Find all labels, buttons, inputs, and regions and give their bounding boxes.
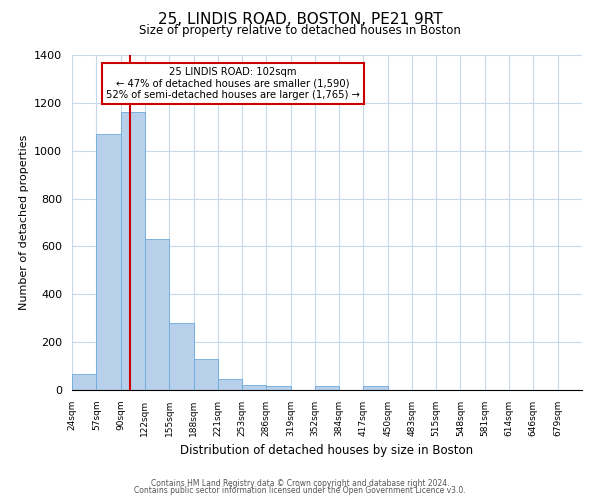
Text: 25, LINDIS ROAD, BOSTON, PE21 9RT: 25, LINDIS ROAD, BOSTON, PE21 9RT: [158, 12, 442, 28]
Bar: [72, 374, 97, 390]
Text: 25 LINDIS ROAD: 102sqm
← 47% of detached houses are smaller (1,590)
52% of semi-: 25 LINDIS ROAD: 102sqm ← 47% of detached…: [106, 66, 359, 100]
Y-axis label: Number of detached properties: Number of detached properties: [19, 135, 29, 310]
Bar: [97, 134, 121, 390]
Text: Size of property relative to detached houses in Boston: Size of property relative to detached ho…: [139, 24, 461, 37]
Bar: [218, 378, 242, 390]
Bar: [145, 240, 169, 390]
Bar: [121, 112, 145, 390]
X-axis label: Distribution of detached houses by size in Boston: Distribution of detached houses by size …: [181, 444, 473, 458]
Bar: [315, 386, 339, 390]
Bar: [169, 323, 194, 390]
Text: Contains HM Land Registry data © Crown copyright and database right 2024.: Contains HM Land Registry data © Crown c…: [151, 478, 449, 488]
Bar: [194, 359, 218, 390]
Text: Contains public sector information licensed under the Open Government Licence v3: Contains public sector information licen…: [134, 486, 466, 495]
Bar: [266, 386, 290, 390]
Bar: [242, 385, 266, 390]
Bar: [364, 386, 388, 390]
